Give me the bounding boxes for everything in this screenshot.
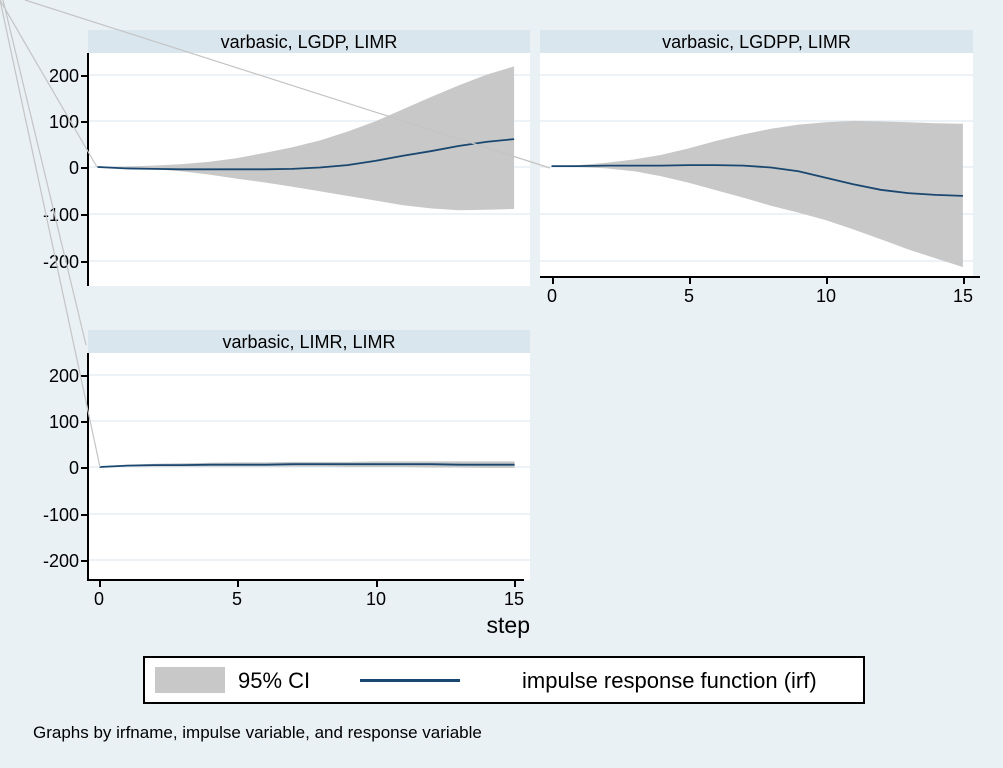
irf-line [551, 164, 963, 197]
y-tick-label: -100 [42, 205, 79, 225]
x-tick [99, 581, 101, 587]
legend-ci-label: 95% CI [238, 668, 311, 693]
y-tick [81, 514, 88, 516]
x-tick-label: 5 [683, 286, 694, 306]
panel-title-text: varbasic, LGDP, LIMR [220, 31, 398, 52]
plot-area-bottom-left [88, 353, 530, 580]
plot-area-top-left [88, 53, 530, 286]
panel-title-bottom-left: varbasic, LIMR, LIMR [88, 330, 530, 353]
y-tick-label: -100 [42, 505, 79, 525]
y-tick-label: 100 [48, 112, 79, 132]
y-tick [81, 75, 88, 77]
x-axis-title: step [486, 612, 530, 638]
x-tick-label: 15 [952, 286, 974, 306]
panel-title-top-right: varbasic, LGDPP, LIMR [540, 30, 973, 53]
y-tick [81, 261, 88, 263]
panel-title-text: varbasic, LIMR, LIMR [222, 331, 396, 352]
panel-title-text: varbasic, LGDPP, LIMR [662, 31, 851, 52]
y-tick-label: 0 [68, 458, 79, 478]
y-tick [81, 167, 88, 169]
x-tick [552, 278, 554, 284]
ci-band [551, 120, 963, 268]
plot-area-top-right [540, 53, 973, 276]
y-tick-label: 200 [48, 366, 79, 386]
ci-band [97, 66, 515, 211]
x-tick-label: 0 [93, 589, 104, 609]
x-tick-label: 5 [231, 589, 242, 609]
y-tick-label: 0 [68, 158, 79, 178]
x-tick [514, 581, 516, 587]
y-axis-top-left [87, 53, 89, 286]
legend: 95% CI impulse response function (irf) [143, 656, 865, 704]
irf-line [99, 463, 515, 468]
x-tick-label: 10 [815, 286, 837, 306]
y-tick [81, 421, 88, 423]
x-axis-top-right [540, 276, 980, 278]
legend-irf-swatch [360, 679, 460, 682]
x-axis-bottom-left [87, 579, 524, 581]
y-tick-label: 200 [48, 66, 79, 86]
y-tick [81, 375, 88, 377]
y-tick-label: -200 [42, 551, 79, 571]
y-tick-label: 100 [48, 412, 79, 432]
figure-note: Graphs by irfname, impulse variable, and… [33, 723, 482, 742]
x-tick-label: 0 [546, 286, 557, 306]
y-tick [81, 121, 88, 123]
y-tick [81, 467, 88, 469]
x-tick [237, 581, 239, 587]
x-tick [826, 278, 828, 284]
y-tick [81, 214, 88, 216]
x-tick-label: 10 [365, 589, 387, 609]
y-tick [81, 560, 88, 562]
legend-ci-swatch [155, 667, 225, 693]
x-tick [376, 581, 378, 587]
x-tick [963, 278, 965, 284]
y-tick-label: -200 [42, 252, 79, 272]
x-tick [689, 278, 691, 284]
legend-irf-label: impulse response function (irf) [522, 668, 817, 693]
panel-title-top-left: varbasic, LGDP, LIMR [88, 30, 530, 53]
x-tick-label: 15 [503, 589, 525, 609]
